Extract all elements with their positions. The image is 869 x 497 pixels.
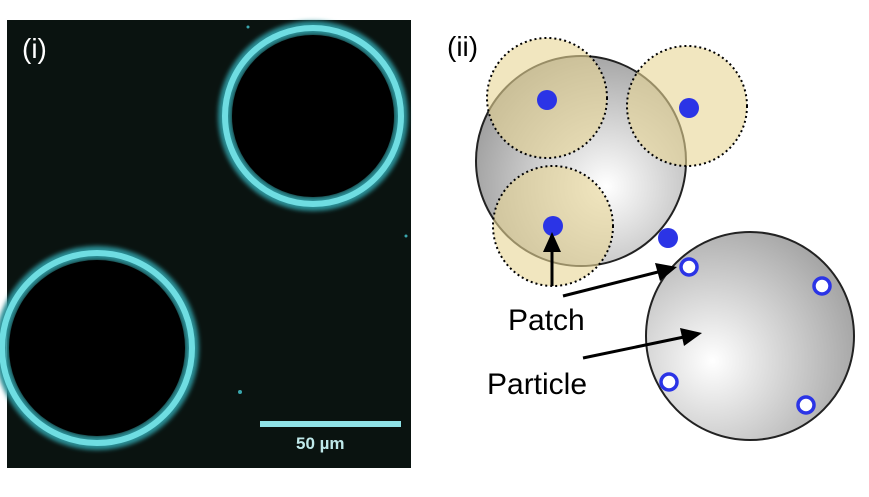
patch-filled (537, 90, 557, 110)
panel-label-i: (i) (22, 33, 47, 64)
patch-open (659, 372, 679, 392)
scale-bar (260, 421, 401, 427)
schematic-panel: (ii) Patch Particl (447, 31, 855, 441)
patch-arrow-up (543, 232, 561, 286)
patch-arrow-right (562, 263, 677, 298)
capsule-ring-lower (0, 246, 199, 450)
patch-filled (543, 216, 563, 236)
patch-open (796, 395, 816, 415)
patch-filled (658, 228, 678, 248)
patch-open (812, 276, 832, 296)
patch-label: Patch (508, 304, 585, 337)
scale-bar-label: 50 µm (296, 434, 345, 453)
fluorescent-speck (246, 25, 250, 29)
particle-label: Particle (487, 368, 587, 401)
patch-open (679, 257, 699, 277)
micrograph-panel: (i) 50 µm (0, 20, 411, 468)
fluorescent-speck (238, 390, 242, 394)
patch-filled (679, 98, 699, 118)
capsule-ring-upper (218, 21, 408, 211)
particle-arrow (582, 328, 702, 360)
panel-label-ii: (ii) (447, 31, 478, 62)
particle-lower (645, 231, 855, 441)
fluorescent-speck (404, 234, 408, 238)
